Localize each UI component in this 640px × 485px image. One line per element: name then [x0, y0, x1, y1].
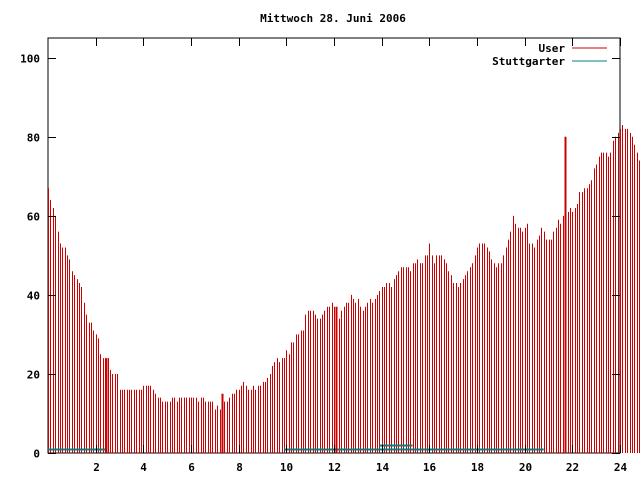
y-tick-label: 60 — [27, 211, 40, 224]
legend-label-stuttgarter: Stuttgarter — [492, 55, 565, 68]
user-bars — [49, 125, 640, 453]
y-tick-label: 20 — [27, 369, 40, 382]
x-tick-label: 14 — [376, 461, 390, 474]
x-tick-label: 8 — [236, 461, 243, 474]
legend: User Stuttgarter — [492, 42, 607, 68]
y-tick-label: 80 — [27, 132, 40, 145]
legend-label-user: User — [539, 42, 566, 55]
x-tick-label: 6 — [188, 461, 195, 474]
x-tick-label: 18 — [471, 461, 484, 474]
chart-title: Mittwoch 28. Juni 2006 — [260, 12, 406, 25]
x-tick-label: 24 — [614, 461, 628, 474]
y-tick-label: 40 — [27, 290, 40, 303]
x-tick-label: 16 — [423, 461, 437, 474]
x-tick-label: 20 — [519, 461, 532, 474]
x-tick-label: 12 — [328, 461, 341, 474]
x-tick-label: 2 — [93, 461, 100, 474]
x-tick-label: 10 — [280, 461, 293, 474]
x-tick-label: 22 — [566, 461, 579, 474]
y-tick-label: 0 — [33, 448, 40, 461]
x-tick-label: 4 — [140, 461, 147, 474]
y-tick-label: 100 — [20, 53, 40, 66]
